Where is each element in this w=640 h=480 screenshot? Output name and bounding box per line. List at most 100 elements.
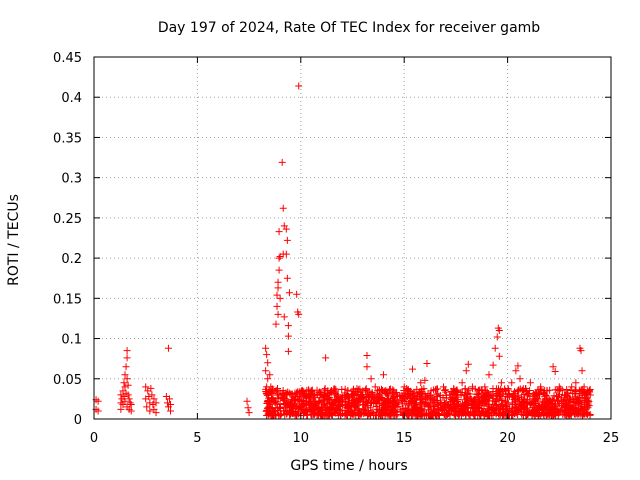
data-point	[344, 404, 352, 412]
data-point	[322, 354, 330, 362]
data-point	[148, 391, 156, 399]
data-point	[502, 387, 510, 395]
data-point	[303, 392, 311, 400]
data-point	[274, 395, 282, 403]
data-point	[378, 400, 386, 408]
data-point	[295, 310, 303, 318]
data-point	[432, 409, 440, 417]
data-point	[284, 332, 292, 340]
data-point	[127, 401, 135, 409]
data-point	[366, 411, 374, 419]
data-point	[262, 344, 270, 352]
data-point	[295, 398, 303, 406]
data-point	[121, 371, 129, 379]
data-point	[530, 410, 538, 418]
data-point	[243, 397, 251, 405]
data-point	[423, 359, 431, 367]
data-point	[578, 410, 586, 418]
data-point	[492, 402, 500, 410]
data-point	[411, 402, 419, 410]
data-point	[276, 294, 284, 302]
data-point	[495, 412, 503, 420]
data-point	[421, 376, 429, 384]
data-point	[273, 391, 281, 399]
data-point	[524, 410, 532, 418]
plot-frame	[93, 56, 612, 420]
data-point	[491, 344, 499, 352]
data-point	[297, 391, 305, 399]
data-point	[123, 347, 131, 355]
data-point	[494, 392, 502, 400]
data-point	[279, 387, 287, 395]
y-axis-ticks: 0 0.05 0.1 0.15 0.2 0.25 0.3 0.35 0.4 0.45	[53, 51, 611, 428]
data-point	[515, 386, 523, 394]
data-point	[561, 394, 569, 402]
data-point	[403, 408, 411, 416]
data-point	[386, 386, 394, 394]
data-point	[504, 393, 512, 401]
data-point	[329, 404, 337, 412]
data-point	[565, 404, 573, 412]
data-point	[282, 250, 290, 258]
data-point	[508, 379, 516, 387]
data-point	[503, 407, 511, 415]
data-point	[514, 362, 522, 370]
data-point	[413, 395, 421, 403]
data-point	[268, 407, 276, 415]
data-point	[273, 291, 281, 299]
y-tick-label: 0	[74, 413, 82, 428]
data-point	[390, 387, 398, 395]
data-point	[565, 412, 573, 420]
data-point	[363, 391, 371, 399]
y-tick-label: 0.25	[53, 212, 82, 227]
data-point	[541, 393, 549, 401]
data-point	[313, 400, 321, 408]
data-point	[555, 383, 563, 391]
data-point	[526, 399, 534, 407]
data-point	[381, 399, 389, 407]
data-point	[269, 394, 277, 402]
data-point	[517, 407, 525, 415]
data-point	[123, 354, 131, 362]
data-point	[418, 396, 426, 404]
data-point	[511, 388, 519, 396]
data-point	[349, 394, 357, 402]
y-tick-label: 0.45	[53, 51, 82, 66]
data-point	[498, 411, 506, 419]
data-point	[94, 397, 102, 405]
chart-title: Day 197 of 2024, Rate Of TEC Index for r…	[158, 20, 540, 36]
data-point	[577, 387, 585, 395]
data-point	[434, 385, 442, 393]
data-point	[512, 404, 520, 412]
data-point	[495, 386, 503, 394]
data-point	[403, 386, 411, 394]
data-point	[333, 396, 341, 404]
data-point	[363, 398, 371, 406]
data-point	[264, 359, 272, 367]
data-point	[495, 327, 503, 335]
data-point	[393, 410, 401, 418]
data-point	[551, 405, 559, 413]
data-point	[453, 410, 461, 418]
data-point	[446, 391, 454, 399]
data-point	[528, 399, 536, 407]
x-tick-label: 15	[396, 431, 413, 446]
data-point	[482, 386, 490, 394]
data-point	[452, 387, 460, 395]
data-point	[470, 411, 478, 419]
data-point	[335, 405, 343, 413]
data-point	[282, 391, 290, 399]
data-point	[145, 392, 153, 400]
data-point	[263, 351, 271, 359]
data-point	[267, 383, 275, 391]
data-point	[367, 375, 375, 383]
data-point	[542, 402, 550, 410]
data-point	[310, 393, 318, 401]
data-point	[528, 411, 536, 419]
data-point	[463, 395, 471, 403]
y-axis-label: ROTI / TECUs	[6, 194, 22, 286]
data-point	[317, 399, 325, 407]
data-point	[496, 403, 504, 411]
data-point	[245, 409, 253, 417]
data-point	[307, 397, 315, 405]
